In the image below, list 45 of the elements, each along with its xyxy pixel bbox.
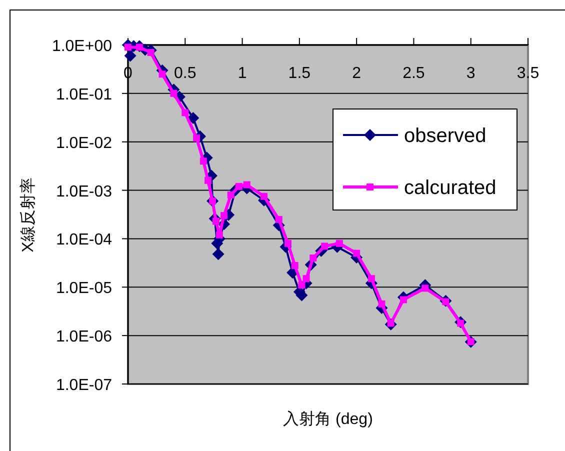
point [193,134,200,142]
point [170,90,178,97]
point [336,240,343,247]
point [220,212,228,220]
point [275,216,282,223]
point [422,284,429,292]
point [260,192,268,200]
point [200,158,207,165]
point [291,262,298,269]
point [368,275,375,282]
x-tick-label: 2 [352,65,362,82]
y-tick-label: 1.0E-04 [56,232,112,249]
y-tick-label: 1.0E+00 [52,38,112,55]
x-tick-label: 1 [238,65,247,82]
x-axis-title: 入射角 (deg) [283,410,373,428]
point [284,240,292,247]
point [158,70,166,78]
point [124,50,136,62]
x-tick-label: 1.5 [288,65,311,82]
point [321,242,328,250]
y-tick-label: 1.0E-03 [56,183,112,200]
point [298,282,306,289]
point [235,182,242,190]
x-tick-label: 3.5 [516,65,540,82]
x-tick-label: 2.5 [402,65,425,82]
point [182,109,189,116]
y-tick-label: 1.0E-06 [56,328,112,346]
point [212,248,224,260]
point [302,275,310,282]
point [310,254,317,262]
x-tick-label: 0.5 [174,65,196,82]
x-tick-label: 3 [466,65,476,82]
y-tick-label: 1.0E-05 [56,280,112,298]
point [204,176,212,184]
point [243,181,250,188]
point [216,231,223,238]
y-axis-title: X線反射率 [19,178,37,252]
point [227,191,234,198]
y-tick-label: 1.0E-01 [56,86,112,104]
legend-label: observed [404,125,486,147]
point [353,250,360,257]
y-tick-label: 1.0E-07 [56,377,112,394]
legend-label: calcurated [404,177,496,199]
y-tick-label: 1.0E-02 [56,134,112,152]
point [378,300,386,308]
